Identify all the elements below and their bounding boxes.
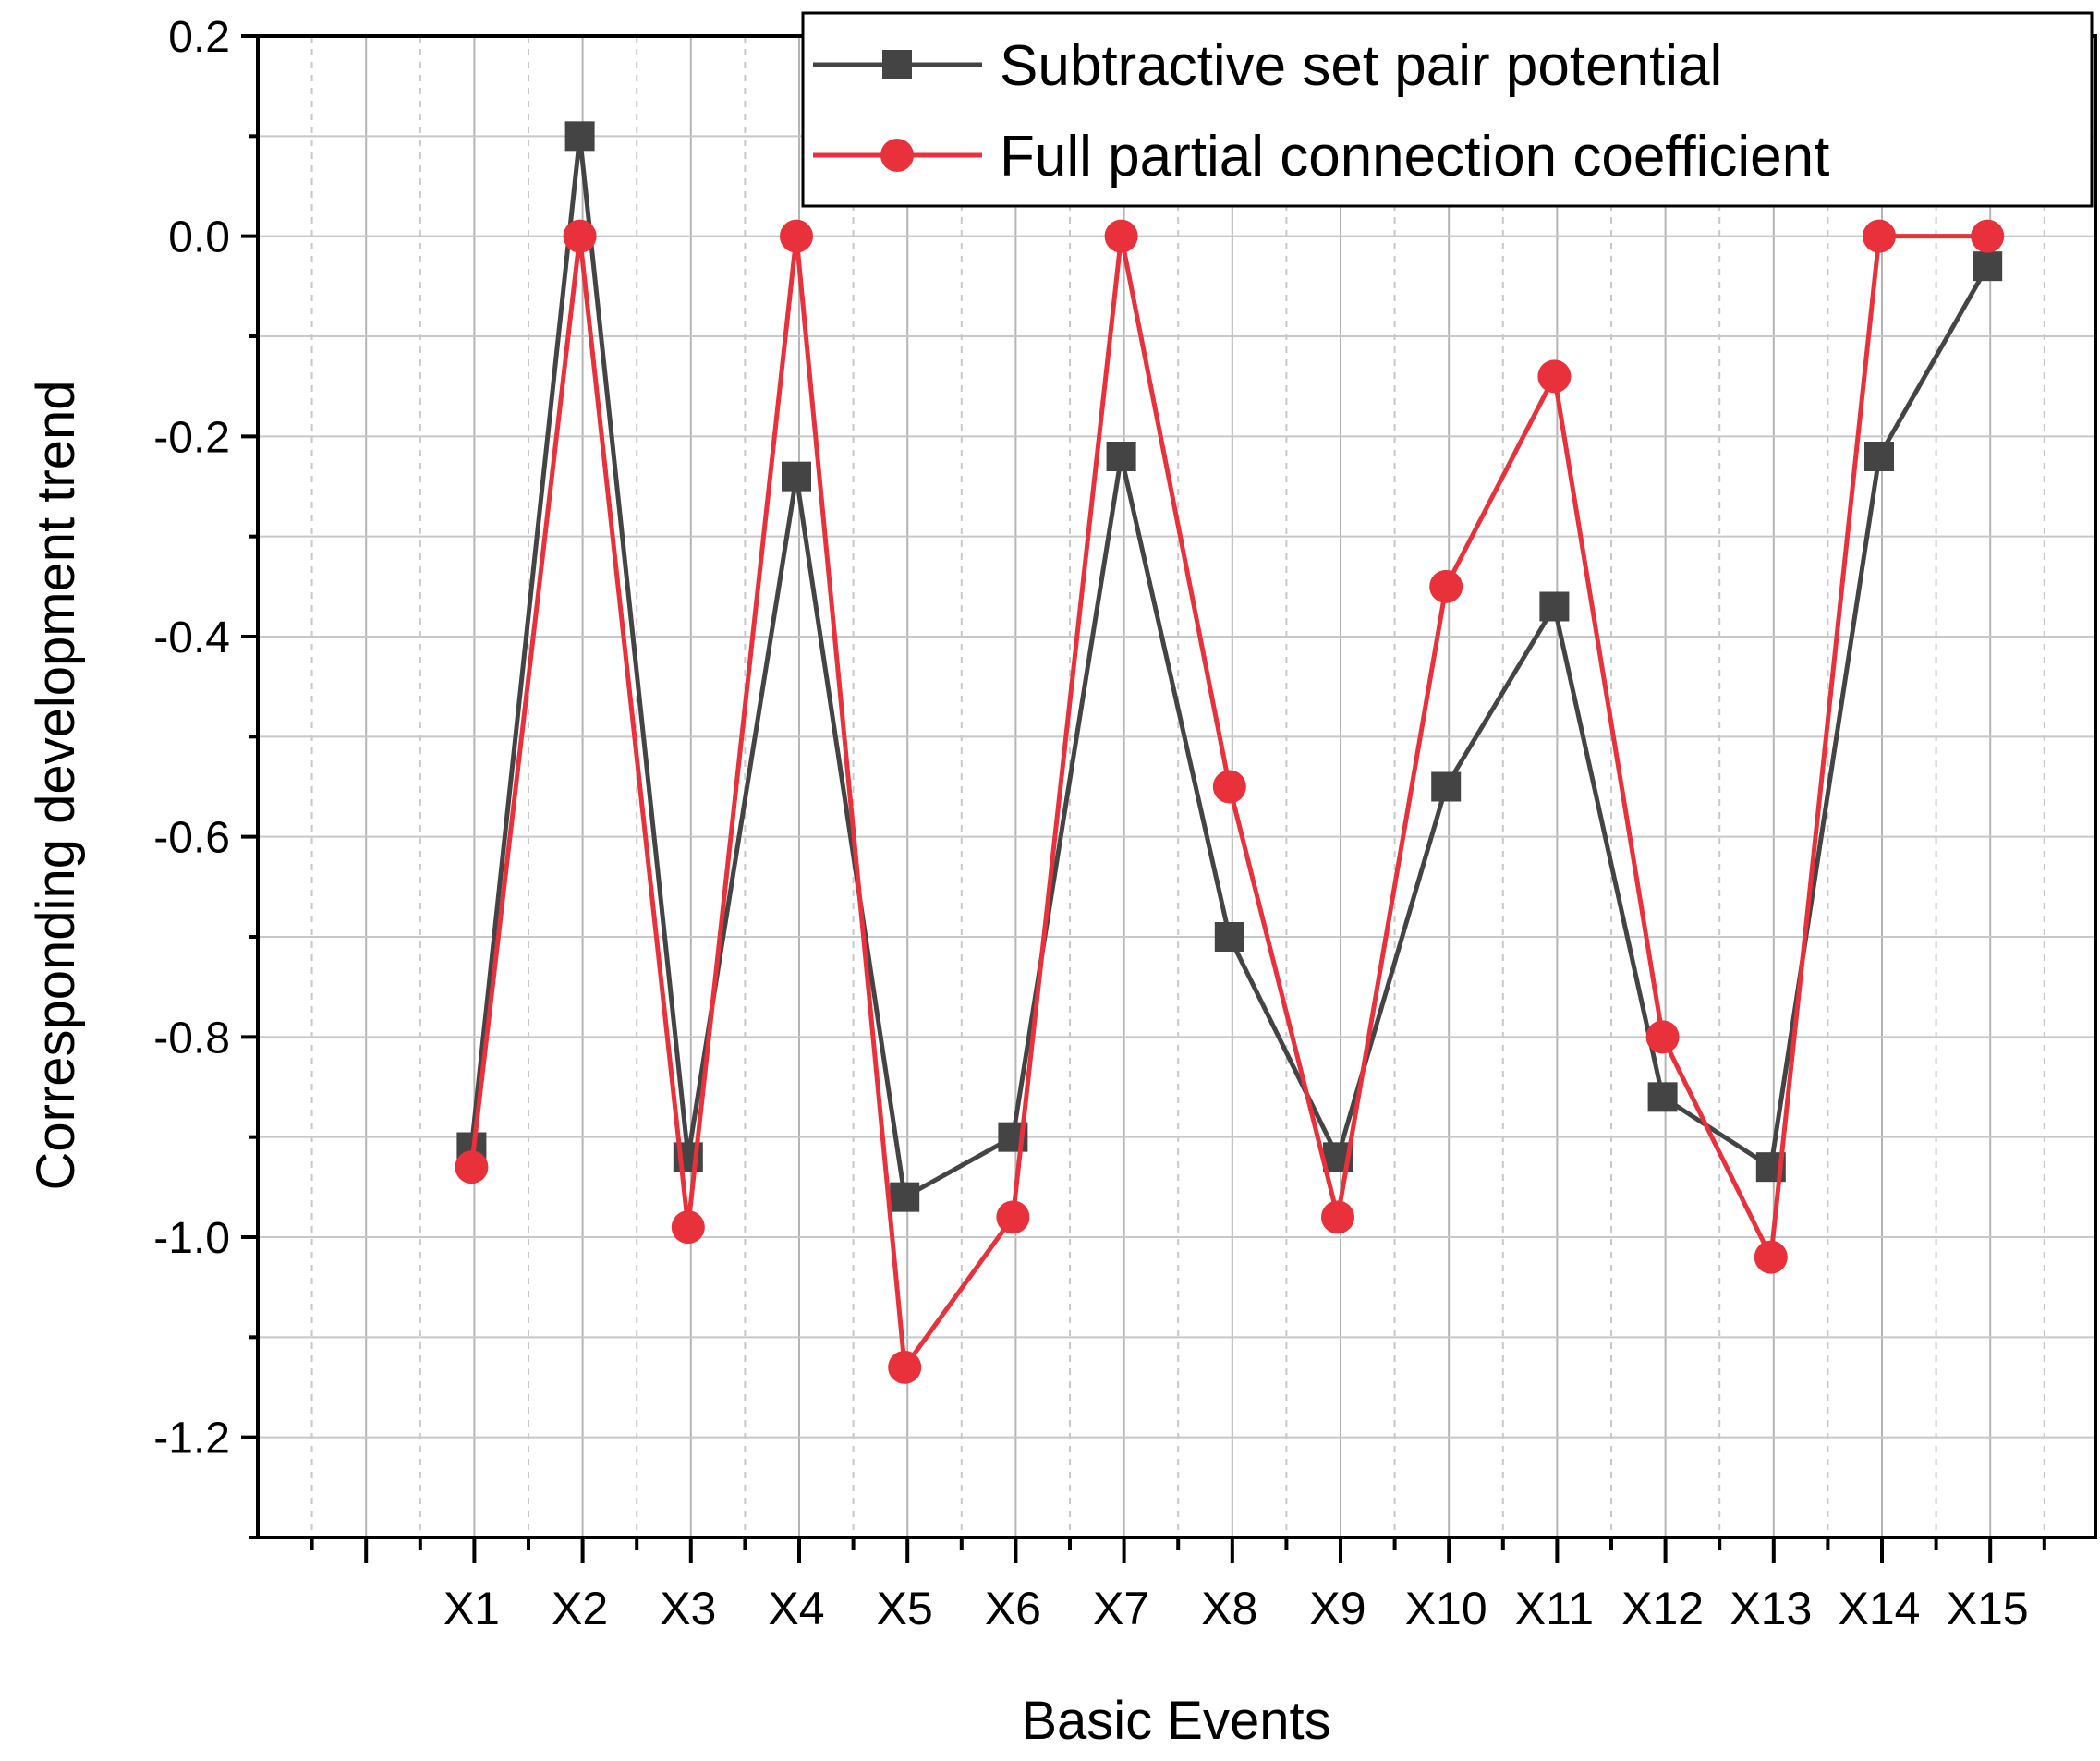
grid xyxy=(258,36,2095,1537)
y-tick-label: -0.8 xyxy=(153,1014,230,1063)
data-point-square xyxy=(1647,1082,1678,1112)
data-point-circle xyxy=(1537,359,1572,394)
data-point-square xyxy=(1973,251,2003,282)
x-tick-label: X12 xyxy=(1621,1583,1704,1634)
legend: Subtractive set pair potential Full part… xyxy=(801,11,2094,208)
x-tick-label: X3 xyxy=(660,1583,716,1634)
x-tick-label: X8 xyxy=(1201,1583,1257,1634)
axes: 0.2 0.0 -0.2 -0.4 -0.6 -0.8 -1.0 -1.2 X1 X2 X3 X4 X5… xyxy=(153,13,2046,1634)
data-point-circle xyxy=(455,1150,489,1184)
x-tick-label: X4 xyxy=(768,1583,824,1634)
data-point-circle xyxy=(1971,219,2005,253)
data-point-circle xyxy=(1212,770,1246,804)
y-tick-label: -0.6 xyxy=(153,814,230,863)
y-axis-title: Corresponding development trend xyxy=(26,381,86,1191)
x-tick-label: X11 xyxy=(1515,1583,1594,1634)
x-tick-label: X10 xyxy=(1405,1583,1487,1634)
y-tick-label: -0.2 xyxy=(153,413,230,462)
legend-marker-circle xyxy=(880,139,914,172)
y-tick-label: 0.2 xyxy=(168,13,230,62)
x-tick-label: X6 xyxy=(985,1583,1041,1634)
data-point-circle xyxy=(1863,219,1896,253)
data-point-circle xyxy=(563,219,597,253)
data-point-square xyxy=(1539,591,1570,622)
y-tick-label: 0.0 xyxy=(168,213,230,262)
series-full-partial xyxy=(455,219,2005,1384)
legend-entry-full-partial: Full partial connection coefficient xyxy=(813,125,1829,188)
x-tick-label: X5 xyxy=(877,1583,933,1634)
legend-label-full-partial: Full partial connection coefficient xyxy=(1000,125,1829,188)
legend-entry-subtractive: Subtractive set pair potential xyxy=(813,34,1722,98)
data-point-square xyxy=(564,121,595,152)
data-point-circle xyxy=(888,1350,922,1384)
y-tick-label: -1.0 xyxy=(153,1214,230,1263)
x-tick-label: X9 xyxy=(1309,1583,1366,1634)
data-point-circle xyxy=(1754,1240,1788,1274)
x-axis-title: Basic Events xyxy=(1021,1691,1330,1751)
x-tick-label: X7 xyxy=(1093,1583,1149,1634)
data-point-circle xyxy=(1645,1020,1680,1054)
x-tick-label: X13 xyxy=(1730,1583,1812,1634)
data-point-circle xyxy=(1321,1200,1354,1234)
data-point-circle xyxy=(671,1210,705,1245)
series-line xyxy=(468,133,1990,1200)
data-point-square xyxy=(1864,442,1894,471)
y-tick-label: -1.2 xyxy=(153,1415,230,1463)
x-tick-label: X15 xyxy=(1947,1583,2029,1634)
data-point-circle xyxy=(1429,569,1463,603)
data-point-circle xyxy=(1104,219,1138,253)
data-point-circle xyxy=(996,1200,1030,1234)
series-layer xyxy=(455,121,2005,1384)
legend-marker-square xyxy=(882,50,912,79)
data-point-square xyxy=(782,461,811,492)
legend-label-subtractive: Subtractive set pair potential xyxy=(1000,34,1722,98)
x-tick-label: X2 xyxy=(552,1583,608,1634)
data-point-circle xyxy=(780,219,813,253)
series-subtractive xyxy=(456,121,2003,1212)
x-tick-label: X14 xyxy=(1839,1583,1921,1634)
x-tick-label: X1 xyxy=(443,1583,500,1634)
y-tick-label: -0.4 xyxy=(153,613,230,662)
legend-box xyxy=(801,11,2094,208)
data-point-square xyxy=(890,1182,920,1212)
data-point-square xyxy=(1214,922,1244,952)
data-point-square xyxy=(1431,771,1462,802)
data-point-square xyxy=(1106,442,1136,471)
